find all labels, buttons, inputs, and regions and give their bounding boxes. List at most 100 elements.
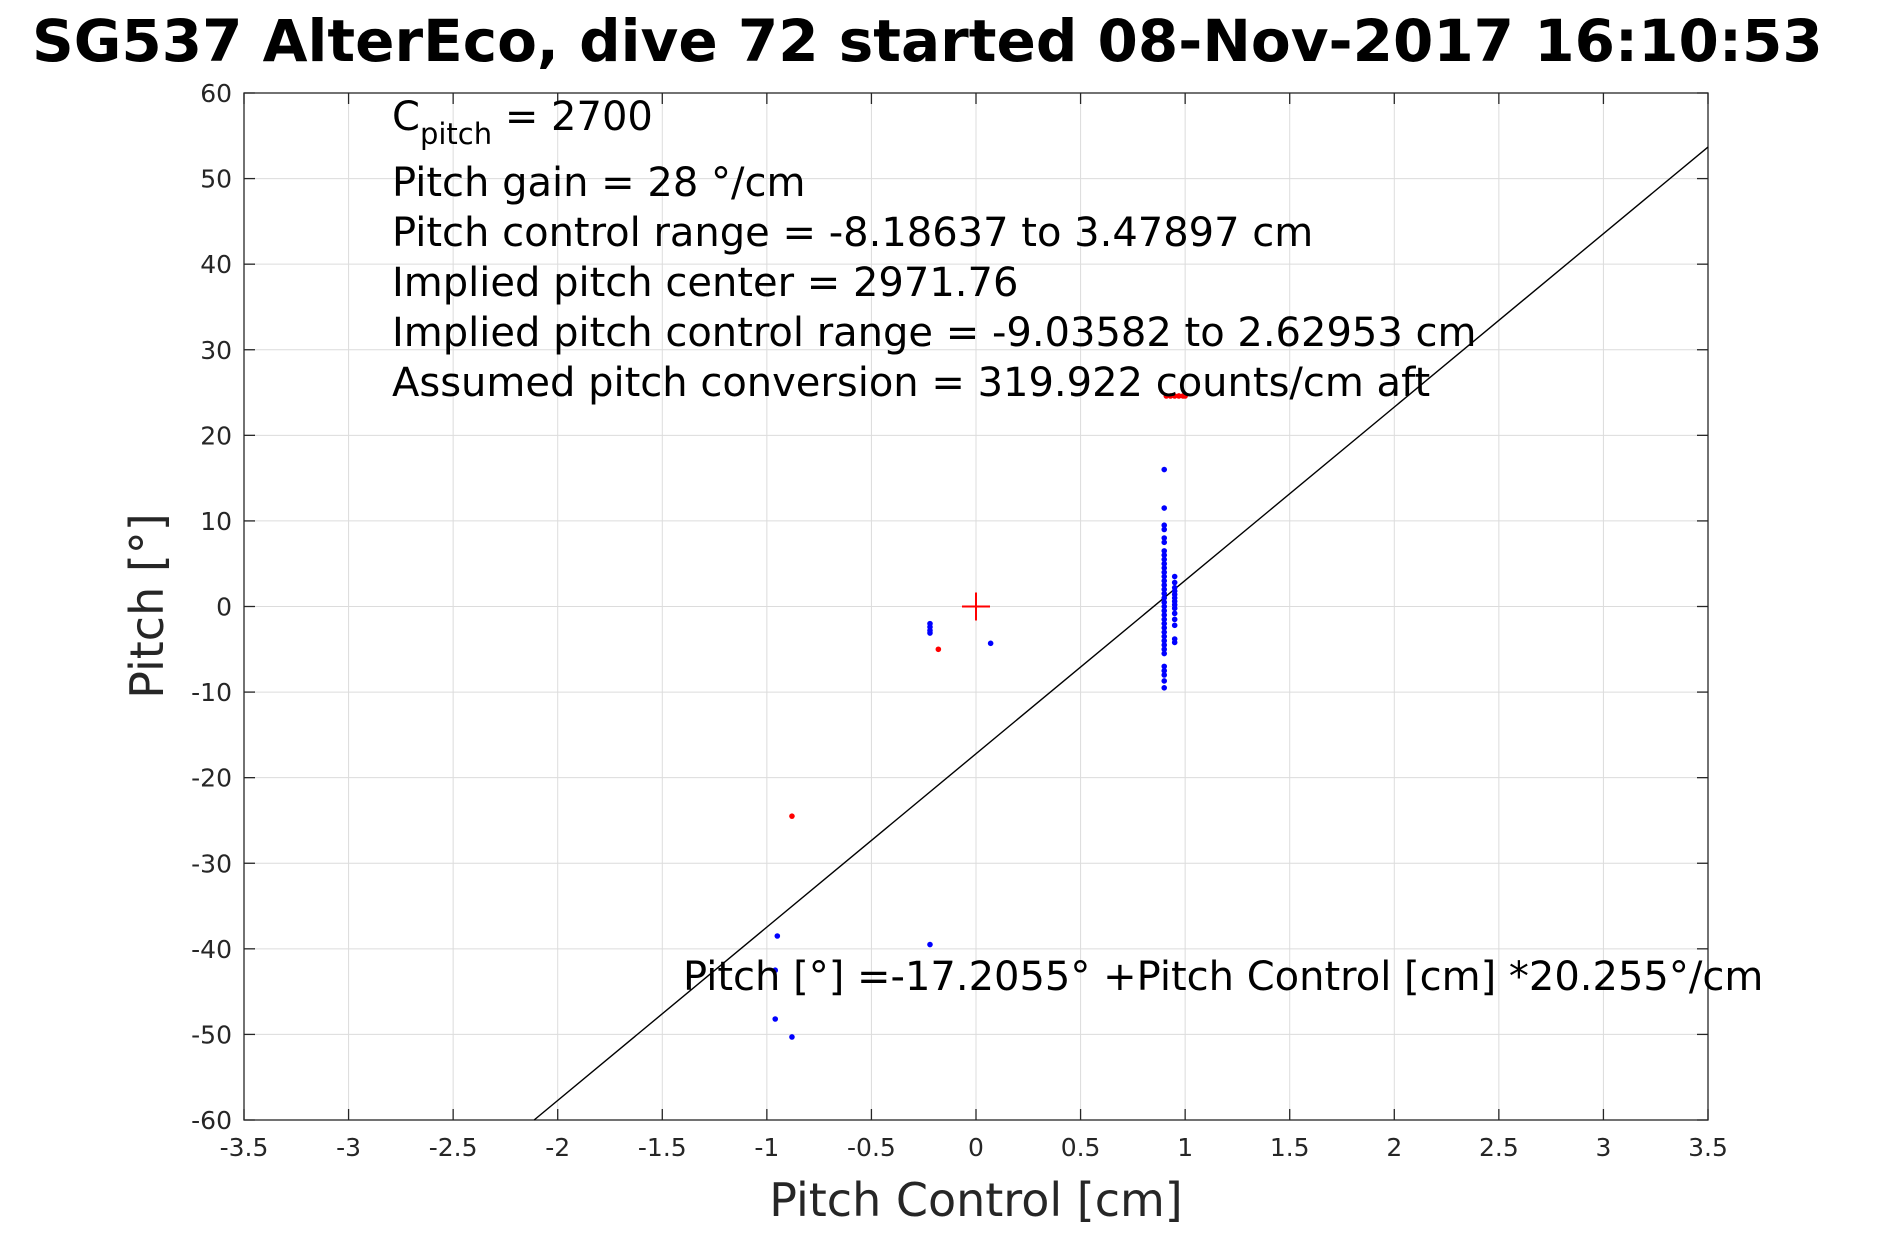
x-axis-label: Pitch Control [cm] <box>769 1173 1183 1227</box>
y-tick-label: -40 <box>191 935 232 964</box>
data-point-blue <box>987 640 994 647</box>
data-point-blue <box>774 933 781 939</box>
annotation-cpitch-main: C <box>392 94 420 140</box>
y-tick-labels: 60 50 40 30 20 10 0 -10 -20 -30 -40 -50 -60 <box>191 79 232 1135</box>
data-point-blue <box>1161 556 1168 563</box>
data-point-red <box>789 813 795 819</box>
data-point-blue <box>1161 603 1168 610</box>
x-tick-label: -1 <box>754 1133 779 1162</box>
data-point-blue <box>1171 639 1178 646</box>
data-point-blue <box>1161 535 1168 541</box>
y-tick-label: -60 <box>191 1106 232 1135</box>
y-tick-label: 40 <box>200 250 232 279</box>
data-point-blue <box>1161 595 1168 601</box>
data-point-blue <box>1161 678 1168 684</box>
data-point-red <box>1171 393 1178 399</box>
x-tick-label: 2 <box>1386 1133 1402 1162</box>
y-tick-label: 60 <box>200 79 232 108</box>
data-point-red <box>1182 393 1188 399</box>
data-point-blue <box>1161 625 1168 631</box>
data-point-blue <box>1161 539 1168 546</box>
grid <box>244 93 1708 1120</box>
data-point-blue <box>1161 646 1168 653</box>
x-tick-label: 3 <box>1595 1133 1611 1162</box>
data-point-blue <box>1161 526 1168 533</box>
center-marker <box>962 592 990 621</box>
data-point-blue <box>1161 586 1168 593</box>
x-tick-label: -1.5 <box>638 1133 687 1162</box>
annotation-pitch-gain: Pitch gain = 28 °/cm <box>392 160 805 206</box>
data-point-blue <box>772 1016 779 1022</box>
x-tick-label: -0.5 <box>847 1133 896 1162</box>
data-point-blue <box>1161 552 1168 558</box>
x-tick-label: 1 <box>1177 1133 1193 1162</box>
annotation-implied-control-range: Implied pitch control range = -9.03582 t… <box>392 310 1476 356</box>
data-point-blue <box>1161 560 1168 567</box>
data-point-blue <box>1161 505 1168 511</box>
data-point-blue <box>927 630 933 636</box>
y-tick-label: 0 <box>216 593 232 622</box>
annotations: Cpitch = 2700 Pitch gain = 28 °/cm Pitch… <box>392 94 1763 1000</box>
x-tick-label: -3.5 <box>220 1133 269 1162</box>
x-tick-labels: -3.5 -3 -2.5 -2 -1.5 -1 -0.5 0 0.5 1 1.5 2 2.5 3 3.5 <box>220 1133 1728 1162</box>
fit-line <box>533 146 1709 1121</box>
y-tick-label: 10 <box>200 507 232 536</box>
data-point-blue <box>1161 522 1168 528</box>
annotation-cpitch: Cpitch = 2700 <box>392 94 653 151</box>
data-point-blue <box>1161 569 1168 576</box>
data-point-blue <box>1171 573 1178 580</box>
axis-ticks <box>243 92 1709 1121</box>
data-point-blue <box>1161 612 1168 618</box>
data-point-blue <box>1161 616 1168 623</box>
y-tick-label: -50 <box>191 1020 232 1049</box>
data-point-blue <box>1161 629 1168 635</box>
fit-equation-label: Pitch [°] =-17.2055° +Pitch Control [cm]… <box>683 954 1763 1000</box>
data-point-blue <box>1161 573 1168 580</box>
data-point-blue <box>772 967 779 974</box>
data-point-red <box>1167 393 1174 399</box>
data-points <box>772 393 1188 1040</box>
y-tick-label: 30 <box>200 336 232 365</box>
data-point-blue <box>927 941 933 948</box>
annotation-cpitch-value: = 2700 <box>492 94 653 140</box>
y-tick-label: -30 <box>191 849 232 878</box>
data-point-blue <box>1161 607 1168 614</box>
data-point-blue <box>1161 466 1168 473</box>
data-point-blue <box>789 1034 795 1040</box>
y-tick-label: -10 <box>191 678 232 707</box>
data-point-red <box>1163 393 1170 399</box>
data-point-blue <box>1161 672 1168 678</box>
data-point-blue <box>1161 685 1168 691</box>
annotation-pitch-conversion: Assumed pitch conversion = 319.922 count… <box>392 360 1430 406</box>
data-point-blue <box>1161 582 1168 588</box>
data-point-blue <box>1171 610 1178 617</box>
x-tick-label: -2 <box>545 1133 570 1162</box>
data-point-blue <box>1161 590 1168 597</box>
data-point-blue <box>1161 565 1168 571</box>
x-tick-label: -3 <box>336 1133 361 1162</box>
x-tick-label: 1.5 <box>1270 1133 1310 1162</box>
y-tick-label: 50 <box>200 165 232 194</box>
data-point-blue <box>1161 663 1168 670</box>
data-point-blue <box>1161 667 1168 674</box>
x-tick-label: -2.5 <box>429 1133 478 1162</box>
annotation-pitch-control-range: Pitch control range = -8.18637 to 3.4789… <box>392 210 1313 256</box>
x-tick-label: 2.5 <box>1479 1133 1519 1162</box>
fit-line-group <box>533 146 1709 1121</box>
y-tick-label: 20 <box>200 421 232 450</box>
chart-title: SG537 AlterEco, dive 72 started 08-Nov-2… <box>32 7 1823 75</box>
x-tick-label: 0 <box>968 1133 984 1162</box>
data-point-blue <box>1161 642 1168 648</box>
data-point-blue <box>1171 579 1178 586</box>
data-point-blue <box>1171 605 1178 612</box>
data-point-blue <box>1161 620 1168 627</box>
y-axis-label: Pitch [°] <box>120 513 174 699</box>
data-point-blue <box>1161 633 1168 640</box>
data-point-blue <box>1171 622 1178 629</box>
y-tick-label: -20 <box>191 764 232 793</box>
data-point-blue <box>1161 650 1168 657</box>
annotation-implied-pitch-center: Implied pitch center = 2971.76 <box>392 260 1018 306</box>
data-point-red <box>935 646 942 653</box>
